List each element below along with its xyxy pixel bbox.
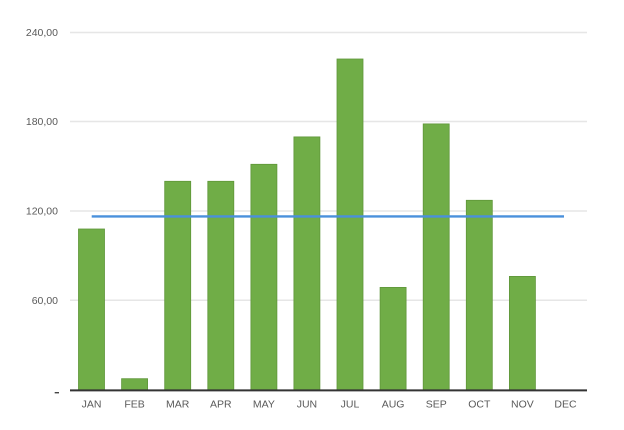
svg-text:180,00: 180,00 (26, 116, 58, 128)
svg-text:OCT: OCT (468, 399, 491, 411)
svg-text:JUL: JUL (341, 399, 360, 411)
svg-text:AUG: AUG (382, 399, 405, 411)
svg-text:JAN: JAN (82, 399, 102, 411)
svg-text:NOV: NOV (511, 399, 534, 411)
svg-text:APR: APR (210, 399, 232, 411)
svg-text:JUN: JUN (297, 399, 317, 411)
svg-text:FEB: FEB (124, 399, 144, 411)
svg-text:DEC: DEC (554, 399, 577, 411)
svg-text:60,00: 60,00 (32, 295, 58, 307)
svg-text:MAY: MAY (253, 399, 275, 411)
svg-text:120,00: 120,00 (26, 206, 58, 218)
svg-text:MAR: MAR (166, 399, 190, 411)
svg-text:240,00: 240,00 (26, 27, 58, 39)
svg-text:SEP: SEP (426, 399, 447, 411)
